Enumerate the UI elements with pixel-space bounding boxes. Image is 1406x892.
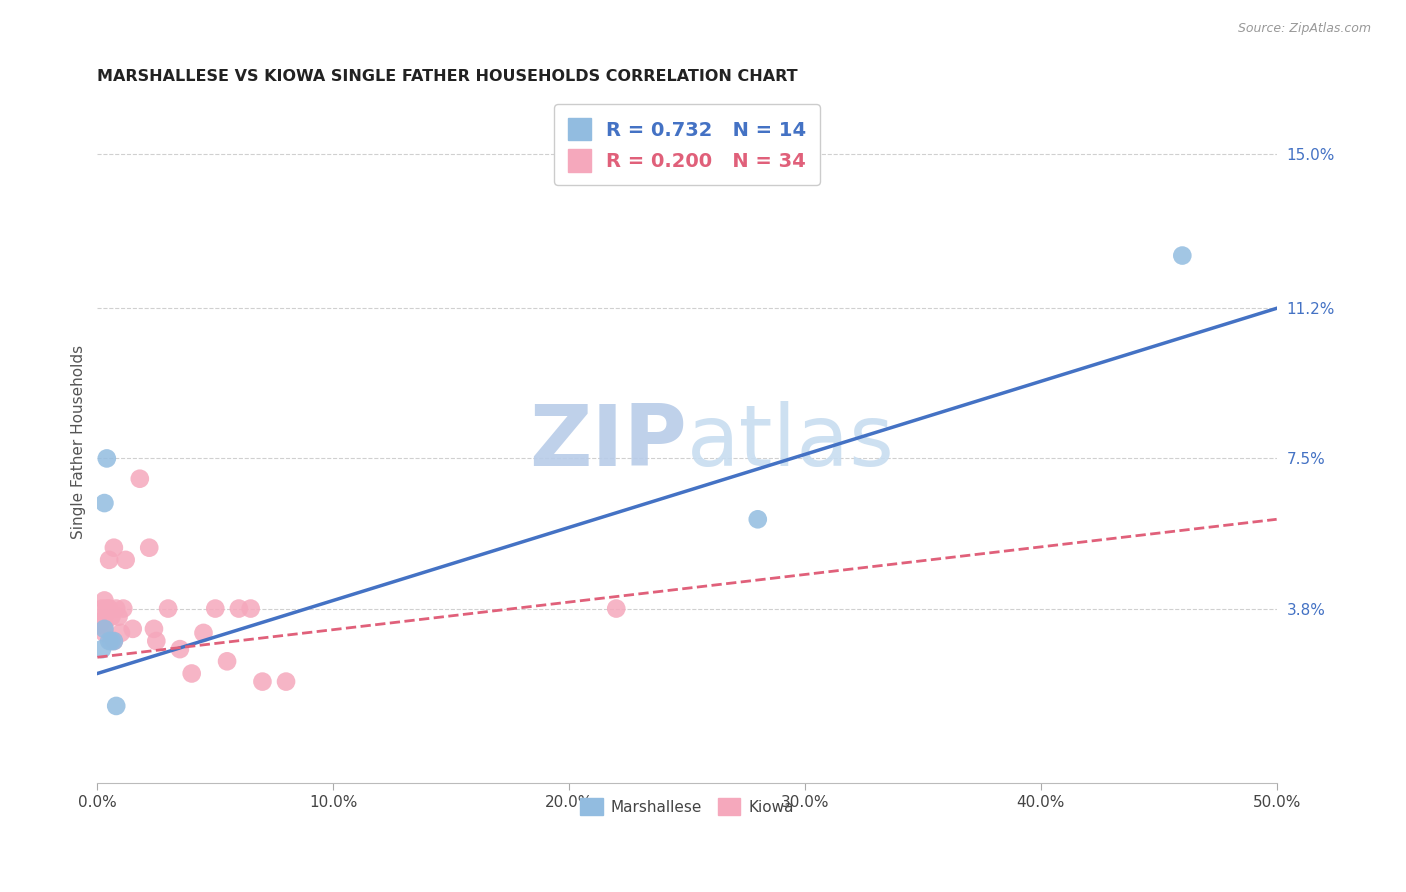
Point: [98, 553, 121, 567]
Point: [114, 553, 136, 567]
Point: [91, 642, 114, 657]
Point: [96, 601, 118, 615]
Point: [98, 601, 121, 615]
Point: [128, 472, 150, 486]
Point: [100, 634, 122, 648]
Point: [103, 634, 125, 648]
Text: ZIP: ZIP: [529, 401, 688, 483]
Text: atlas: atlas: [688, 401, 896, 483]
Point: [112, 601, 135, 615]
Point: [217, 654, 239, 668]
Point: [138, 541, 160, 555]
Point: [91, 614, 114, 628]
Point: [180, 666, 202, 681]
Point: [143, 622, 166, 636]
Point: [145, 634, 167, 648]
Point: [93, 617, 115, 632]
Point: [193, 626, 215, 640]
Text: Source: ZipAtlas.com: Source: ZipAtlas.com: [1237, 22, 1371, 36]
Point: [252, 674, 274, 689]
Point: [98, 634, 121, 648]
Point: [100, 609, 122, 624]
Point: [605, 601, 627, 615]
Point: [157, 601, 180, 615]
Point: [89, 617, 111, 632]
Point: [747, 512, 769, 526]
Point: [204, 601, 226, 615]
Point: [1171, 248, 1194, 262]
Point: [93, 593, 115, 607]
Point: [121, 622, 143, 636]
Point: [105, 698, 128, 713]
Point: [93, 496, 115, 510]
Point: [93, 622, 115, 636]
Point: [105, 601, 128, 615]
Point: [169, 642, 191, 657]
Point: [239, 601, 262, 615]
Point: [228, 601, 250, 615]
Text: MARSHALLESE VS KIOWA SINGLE FATHER HOUSEHOLDS CORRELATION CHART: MARSHALLESE VS KIOWA SINGLE FATHER HOUSE…: [97, 69, 799, 84]
Point: [96, 606, 118, 620]
Point: [93, 626, 115, 640]
Y-axis label: Single Father Households: Single Father Households: [72, 345, 86, 540]
Point: [110, 626, 132, 640]
Point: [103, 541, 125, 555]
Point: [103, 634, 125, 648]
Point: [96, 451, 118, 466]
Point: [91, 601, 114, 615]
Point: [274, 674, 297, 689]
Legend: Marshallese, Kiowa: Marshallese, Kiowa: [572, 790, 801, 823]
Point: [107, 609, 129, 624]
